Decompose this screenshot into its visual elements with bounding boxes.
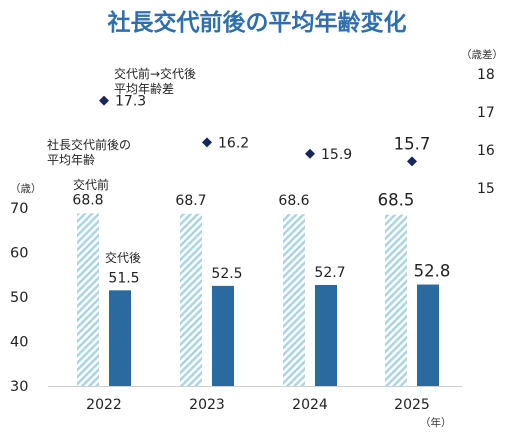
label-before-2025: 68.5 [378, 191, 415, 210]
diff-label-2023: 16.2 [218, 135, 249, 151]
y-right-tick-0: 15 [477, 181, 495, 197]
label-before-2022: 68.8 [72, 192, 103, 208]
bars: 68.8 51.5 68.7 52.5 68.6 52.7 68.5 52.8 [72, 191, 450, 386]
x-tick-2022: 2022 [86, 397, 122, 413]
chart-title: 社長交代前後の平均年齢変化 [108, 9, 407, 36]
label-before-2023: 68.7 [175, 193, 206, 209]
bar-after-2022 [109, 290, 131, 386]
y-left-ticks: 30 40 50 60 70 [10, 201, 28, 395]
bar-before-2022 [77, 213, 99, 386]
bar-before-2023 [180, 213, 202, 386]
diff-label-2022: 17.3 [115, 94, 146, 110]
annotation-avg-age-line1: 社長交代前後の [47, 137, 131, 152]
y-left-tick-0: 30 [10, 379, 28, 395]
x-unit: （年） [420, 416, 452, 429]
diff-markers: 17.3 16.2 15.9 15.7 [99, 94, 430, 167]
annotation-before-label: 交代前 [73, 177, 109, 192]
y-left-tick-3: 60 [10, 246, 28, 262]
y-left-unit: （歳） [10, 183, 42, 195]
diff-marker-2022 [99, 95, 109, 106]
x-ticks: 2022 2023 2024 2025 [86, 397, 430, 413]
annotation-avg-age-line2: 平均年齢 [47, 152, 95, 167]
x-tick-2024: 2024 [292, 397, 328, 413]
y-right-tick-1: 16 [477, 143, 495, 159]
x-tick-2023: 2023 [189, 397, 225, 413]
label-after-2024: 52.7 [314, 265, 345, 281]
bar-before-2025 [385, 214, 407, 386]
diff-label-2025: 15.7 [394, 134, 431, 153]
y-left-tick-2: 50 [10, 290, 28, 306]
label-after-2023: 52.5 [211, 266, 242, 282]
y-left-tick-4: 70 [10, 201, 28, 217]
label-after-2025: 52.8 [414, 262, 451, 281]
diff-marker-2023 [202, 137, 212, 148]
y-right-tick-3: 18 [477, 67, 495, 83]
annotation-diff-line2: 平均年齢差 [114, 81, 174, 96]
x-tick-2025: 2025 [394, 397, 430, 413]
annotation-after-label: 交代後 [105, 250, 141, 265]
annotation-diff-line1: 交代前→交代後 [114, 66, 196, 81]
y-right-ticks: 15 16 17 18 [477, 67, 495, 197]
bar-after-2025 [417, 284, 439, 386]
bar-after-2024 [315, 284, 337, 386]
diff-marker-2024 [305, 148, 315, 159]
diff-marker-2025 [407, 156, 417, 167]
bar-after-2023 [212, 285, 234, 386]
bar-before-2024 [283, 214, 305, 386]
diff-label-2024: 15.9 [321, 147, 352, 163]
y-left-tick-1: 40 [10, 335, 28, 351]
y-right-tick-2: 17 [477, 105, 495, 121]
label-after-2022: 51.5 [108, 270, 139, 286]
label-before-2024: 68.6 [278, 193, 309, 209]
y-right-unit: （歳差） [461, 48, 503, 61]
